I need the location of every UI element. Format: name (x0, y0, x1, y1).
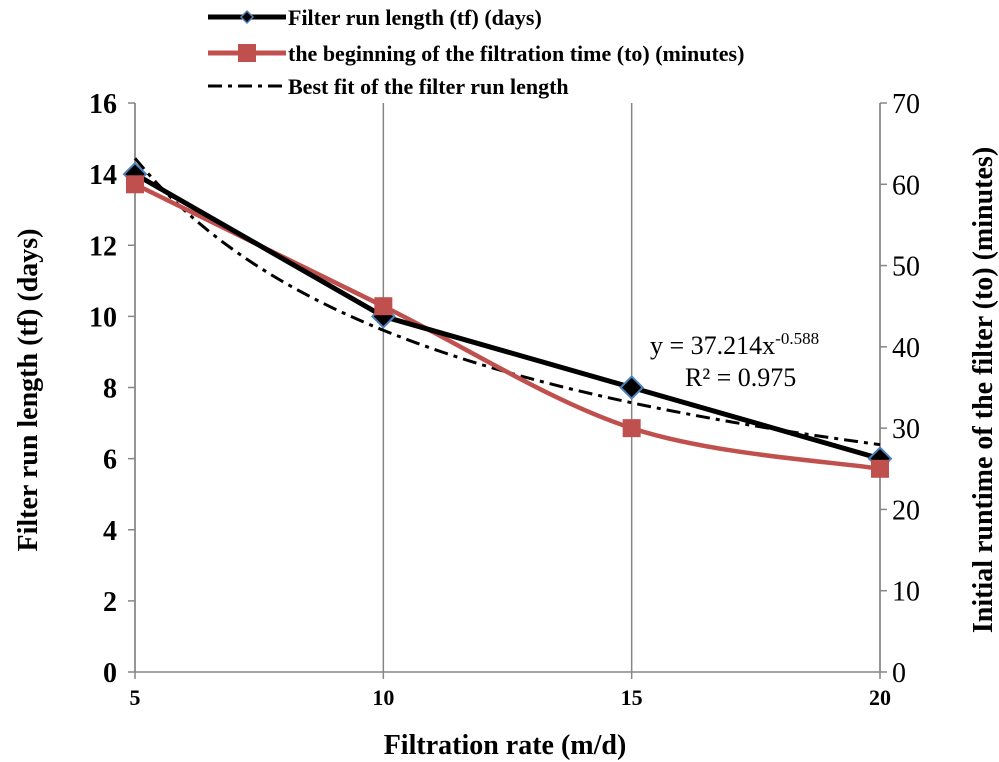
legend-label-series-1: Filter run length (tf) (days) (288, 5, 542, 30)
legend-item-series-2: the beginning of the filtration time (to… (208, 41, 744, 66)
y-tick-label: 6 (103, 445, 117, 476)
y2-tick-label: 70 (892, 89, 920, 120)
r-squared-label: R² = 0.975 (685, 363, 796, 392)
legend-item-series-3: Best fit of the filter run length (208, 74, 569, 99)
y-tick-label: 14 (89, 160, 117, 191)
equation-exponent: -0.588 (775, 329, 819, 348)
y2-tick-label: 10 (892, 577, 920, 608)
x-tick-label: 15 (621, 685, 643, 710)
legend-label-series-2: the beginning of the filtration time (to… (288, 41, 744, 66)
data-point-initial-runtime (871, 459, 889, 478)
y2-tick-label: 30 (892, 414, 920, 445)
x-tick-label: 20 (869, 685, 891, 710)
data-point-initial-runtime (374, 297, 393, 316)
tick-labels: 0 2 4 6 8 10 12 14 16 0 10 20 30 40 50 60 70 5 10 15 20 (89, 89, 920, 710)
legend-label-series-3: Best fit of the filter run length (288, 74, 569, 99)
y-tick-label: 16 (89, 89, 117, 120)
y-tick-label: 8 (103, 374, 117, 405)
legend-diamond-marker (239, 9, 255, 25)
data-point-filter-run-length (619, 375, 645, 400)
x-axis-title: Filtration rate (m/d) (384, 730, 627, 761)
legend-item-series-1: Filter run length (tf) (days) (208, 5, 542, 30)
y2-tick-label: 0 (892, 658, 906, 689)
data-point-initial-runtime (126, 175, 144, 194)
data-point-initial-runtime (622, 419, 641, 438)
y-tick-label: 2 (103, 587, 117, 618)
legend-square-marker (238, 44, 256, 62)
y2-tick-label: 50 (892, 252, 920, 283)
y2-tick-label: 20 (892, 495, 920, 526)
y-tick-label: 0 (103, 658, 117, 689)
trendline-equation: y = 37.214x-0.588 (650, 329, 819, 360)
x-tick-label: 10 (372, 685, 394, 710)
series-line-filter-run-length (133, 171, 881, 462)
legend: Filter run length (tf) (days) the beginn… (208, 5, 744, 99)
y2-axis-title: Initial runtime of the filter (to) (minu… (968, 147, 999, 633)
x-tick-label: 5 (130, 685, 141, 710)
y2-tick-label: 60 (892, 170, 920, 201)
y-tick-label: 4 (103, 516, 117, 547)
y2-tick-label: 40 (892, 333, 920, 364)
plot-area (122, 157, 893, 478)
y-tick-label: 12 (89, 231, 117, 262)
y-axis-title: Filter run length (tf) (days) (13, 229, 44, 552)
trendline-best-fit (133, 157, 881, 447)
axes (128, 102, 887, 679)
y-tick-label: 10 (89, 302, 117, 333)
equation-text: y = 37.214x (650, 331, 775, 360)
